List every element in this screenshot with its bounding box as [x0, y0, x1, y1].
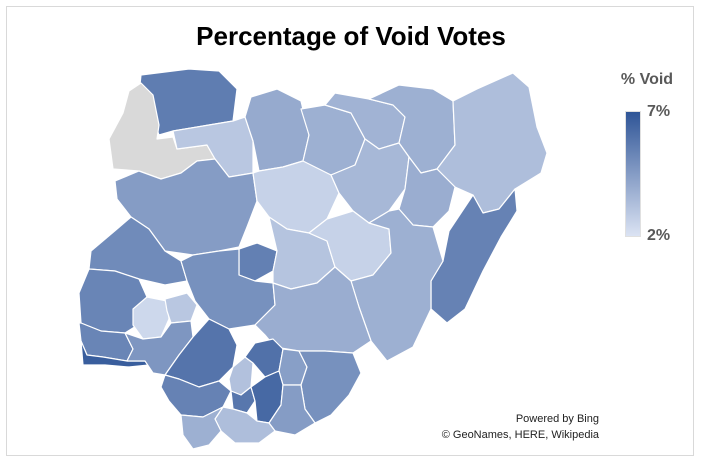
- state-taraba[interactable]: [350, 208, 444, 362]
- state-katsina[interactable]: [244, 88, 310, 172]
- state-kaduna[interactable]: [252, 160, 340, 234]
- state-ekiti[interactable]: [164, 292, 198, 324]
- legend-min-label: 2%: [647, 227, 671, 244]
- legend-color-scale: [625, 111, 641, 237]
- legend-max-label: 7%: [647, 103, 671, 120]
- chart-title: Percentage of Void Votes: [196, 21, 506, 51]
- chart-frame: Percentage of Void Votes: [6, 6, 694, 456]
- state-cross-river[interactable]: [298, 350, 362, 424]
- state-fct[interactable]: [238, 242, 278, 282]
- data-sources-credit: © GeoNames, HERE, Wikipedia: [441, 429, 599, 441]
- state-osun[interactable]: [132, 296, 170, 340]
- state-bayelsa[interactable]: [180, 406, 224, 450]
- nigeria-map: [78, 68, 548, 450]
- powered-by-credit: Powered by Bing: [515, 413, 599, 425]
- state-oyo[interactable]: [78, 268, 148, 334]
- legend-title: % Void: [620, 71, 674, 88]
